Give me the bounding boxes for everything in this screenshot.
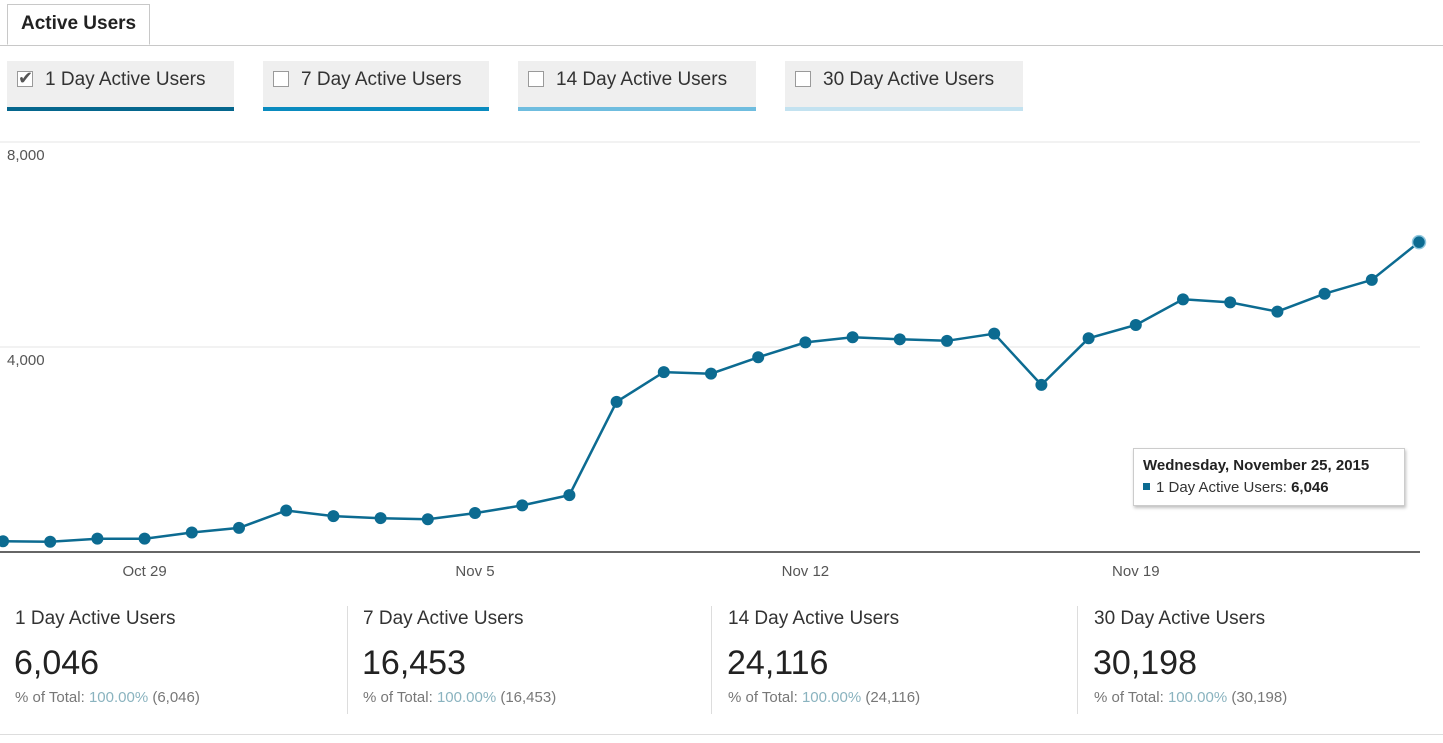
toggle-label: 7 Day Active Users [301, 69, 462, 90]
percent-total: (6,046) [152, 689, 200, 706]
data-point[interactable] [327, 510, 340, 523]
scorecard-percent: % of Total: 100.00% (16,453) [363, 689, 556, 706]
data-point[interactable] [893, 333, 906, 346]
checkbox[interactable] [528, 71, 544, 87]
toggle-14-day-active-users[interactable]: 14 Day Active Users [518, 61, 756, 111]
data-point[interactable] [563, 489, 576, 502]
data-point[interactable] [752, 351, 765, 364]
checkmark-icon: ✔ [18, 68, 34, 88]
scorecard-7-day-active-users: 7 Day Active Users 16,453 % of Total: 10… [347, 606, 711, 714]
scorecard-percent: % of Total: 100.00% (24,116) [728, 689, 920, 706]
scorecard-name: 1 Day Active Users [15, 608, 176, 629]
scorecard-value: 24,116 [727, 644, 829, 682]
toggle-label: 1 Day Active Users [45, 69, 206, 90]
scorecard-name: 30 Day Active Users [1094, 608, 1266, 629]
scorecard-value: 30,198 [1093, 644, 1197, 682]
tab-bar: Active Users [0, 0, 1443, 46]
data-points [0, 234, 1427, 548]
scorecard-name: 7 Day Active Users [363, 608, 524, 629]
data-point[interactable] [374, 512, 387, 525]
tooltip-label: 1 Day Active Users: [1156, 479, 1287, 496]
data-point[interactable] [1224, 296, 1237, 309]
data-point[interactable] [0, 535, 9, 548]
series-color-bar [263, 107, 489, 111]
x-tick-label: Oct 29 [123, 563, 167, 580]
data-point[interactable] [421, 513, 434, 526]
percent-value: 100.00% [801, 689, 862, 706]
x-tick-label: Nov 5 [455, 563, 494, 580]
data-point[interactable] [1271, 305, 1284, 318]
scorecard-name: 14 Day Active Users [728, 608, 900, 629]
data-point[interactable] [1035, 378, 1048, 391]
checkbox[interactable]: ✔ [17, 68, 33, 88]
data-point[interactable] [1318, 287, 1331, 300]
y-tick-label: 4,000 [7, 352, 45, 369]
percent-total: (30,198) [1231, 689, 1288, 706]
data-point[interactable] [91, 532, 104, 545]
checkbox[interactable] [795, 71, 811, 87]
data-point[interactable] [516, 499, 529, 512]
percent-value: 100.00% [88, 689, 149, 706]
percent-prefix: % of Total: [1094, 689, 1164, 706]
percent-prefix: % of Total: [363, 689, 433, 706]
y-axis-labels: 8,000 4,000 [7, 147, 45, 369]
data-point[interactable] [610, 395, 623, 408]
percent-prefix: % of Total: [728, 689, 798, 706]
y-tick-label: 8,000 [7, 147, 45, 164]
percent-value: 100.00% [436, 689, 497, 706]
scorecard-percent: % of Total: 100.00% (30,198) [1094, 689, 1287, 706]
series-color-bar [518, 107, 756, 111]
scorecard-value: 6,046 [14, 644, 100, 682]
data-point[interactable] [44, 535, 57, 548]
toggle-label: 14 Day Active Users [556, 69, 728, 90]
x-tick-label: Nov 19 [1112, 563, 1160, 580]
scorecard-value: 16,453 [362, 644, 466, 682]
scorecard-30-day-active-users: 30 Day Active Users 30,198 % of Total: 1… [1077, 606, 1443, 714]
percent-prefix: % of Total: [15, 689, 85, 706]
data-point[interactable] [657, 366, 670, 379]
data-point[interactable] [1365, 273, 1378, 286]
data-point[interactable] [1129, 318, 1142, 331]
checkbox[interactable] [273, 71, 289, 87]
tab-active-users[interactable]: Active Users [7, 4, 151, 45]
data-point[interactable] [1082, 332, 1095, 345]
data-point[interactable] [1177, 293, 1189, 306]
scorecard-1-day-active-users: 1 Day Active Users 6,046 % of Total: 100… [0, 606, 347, 714]
data-point[interactable] [233, 521, 245, 534]
x-tick-label: Nov 12 [782, 563, 830, 580]
scorecard-percent: % of Total: 100.00% (6,046) [15, 689, 200, 706]
toggle-label: 30 Day Active Users [823, 69, 995, 90]
active-users-line-chart: 8,000 4,000 Oct 29 Nov 5 Nov 12 Nov 19 [0, 141, 1427, 580]
percent-total: (24,116) [865, 689, 921, 706]
tooltip-value: 6,046 [1291, 479, 1329, 496]
data-point[interactable] [138, 532, 151, 545]
percent-total: (16,453) [500, 689, 557, 706]
tooltip-row: 1 Day Active Users: 6,046 [1143, 479, 1329, 496]
data-point[interactable] [799, 336, 812, 349]
toggle-1-day-active-users[interactable]: ✔ 1 Day Active Users [7, 61, 234, 111]
data-point[interactable] [185, 526, 198, 539]
chart-tooltip: Wednesday, November 25, 2015 1 Day Activ… [1133, 448, 1405, 506]
tooltip-date: Wednesday, November 25, 2015 [1143, 457, 1370, 474]
toggle-7-day-active-users[interactable]: 7 Day Active Users [263, 61, 489, 111]
x-axis-labels: Oct 29 Nov 5 Nov 12 Nov 19 [123, 563, 1160, 580]
data-point[interactable] [846, 331, 859, 344]
data-point[interactable] [1411, 234, 1427, 250]
toggle-30-day-active-users[interactable]: 30 Day Active Users [785, 61, 1023, 111]
series-color-bar [785, 107, 1023, 111]
scorecard-14-day-active-users: 14 Day Active Users 24,116 % of Total: 1… [711, 606, 1077, 714]
data-point[interactable] [280, 504, 293, 517]
gridlines [0, 141, 1420, 553]
series-color-bar [7, 107, 234, 111]
percent-value: 100.00% [1167, 689, 1228, 706]
divider [0, 734, 1443, 735]
data-point[interactable] [469, 507, 481, 520]
data-point[interactable] [941, 334, 953, 347]
data-point[interactable] [705, 367, 717, 380]
data-point[interactable] [988, 327, 1001, 340]
series-square-icon [1143, 483, 1150, 490]
